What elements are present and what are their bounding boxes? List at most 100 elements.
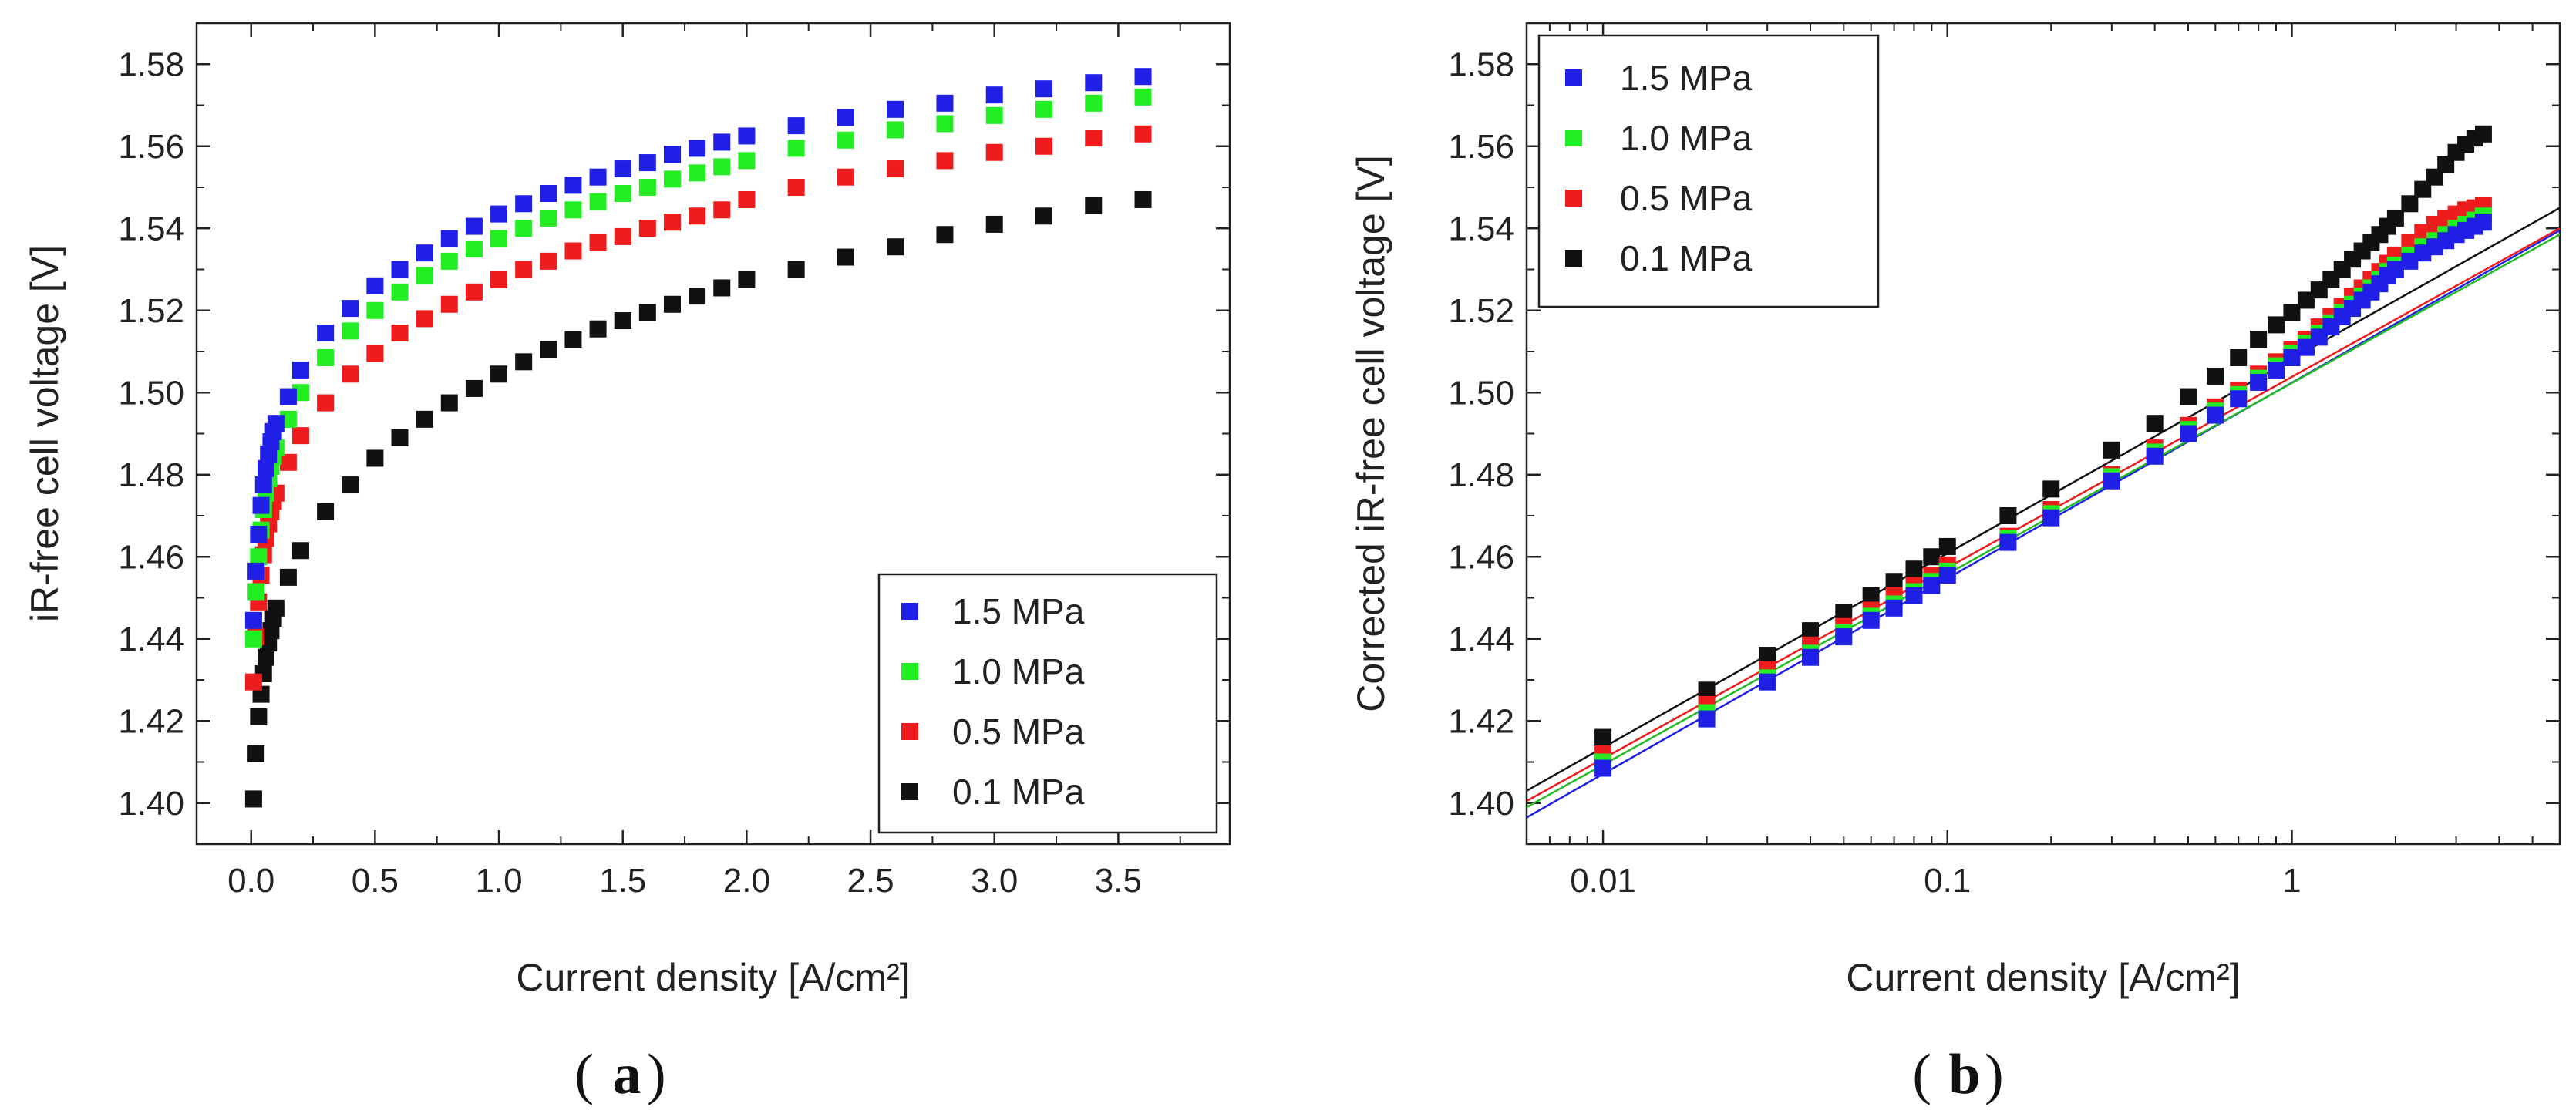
y-tick-label: 1.50 [118,374,184,412]
caption-paren-open: ( [1912,1043,1931,1106]
y-tick-label: 1.40 [1448,785,1514,823]
y-tick-label: 1.56 [1448,128,1514,166]
data-point [250,548,268,566]
data-point [391,283,409,301]
data-point [614,227,631,245]
data-point [490,271,508,288]
data-point [738,271,756,288]
data-point [465,240,483,257]
data-point [738,190,756,208]
legend-label: 0.5 MPa [1620,178,1753,218]
data-point [936,226,954,244]
data-point [317,325,335,342]
data-point [638,179,656,196]
x-tick-label: 1.5 [599,862,646,900]
data-point [638,304,656,321]
data-point [1862,611,1880,629]
data-point [1035,137,1052,155]
data-point [837,168,854,186]
data-point [2297,291,2315,309]
data-point [2401,252,2419,270]
caption-paren-close: ) [647,1043,666,1106]
data-point [1134,68,1152,86]
data-point [1938,567,1956,584]
data-point [614,184,631,202]
data-point [985,106,1003,124]
x-tick-label: 0.01 [1570,862,1636,900]
data-point [1802,622,1820,640]
data-point [738,152,756,170]
data-point [589,320,607,338]
data-point [1759,673,1776,691]
data-point [1085,130,1103,147]
data-point [279,568,297,586]
data-point [342,365,359,383]
y-tick-label: 1.54 [1448,210,1514,247]
data-point [490,205,508,223]
data-point [564,331,582,348]
data-point [267,599,285,617]
data-point [1134,125,1152,143]
data-point [1698,681,1716,699]
data-point [738,127,756,145]
series-1-0-mpa [244,88,1152,648]
data-point [1085,74,1103,92]
legend-label: 0.1 MPa [1620,238,1753,278]
legend-label: 1.0 MPa [952,651,1085,691]
data-point [2207,406,2224,424]
data-point [279,453,297,471]
data-point [317,503,335,520]
data-point [342,300,359,318]
data-point [317,348,335,366]
data-point [713,133,731,151]
y-tick-label: 1.44 [118,621,184,658]
legend-marker [901,603,918,620]
series-0-1-mpa [1594,125,2492,746]
x-tick-label: 2.0 [723,862,770,900]
series-1-5-mpa [244,68,1152,629]
data-point [540,252,557,270]
y-tick-label: 1.58 [1448,45,1514,83]
data-point [2267,316,2285,334]
plot-area [244,68,1152,808]
data-point [2283,348,2301,366]
data-point [416,410,433,428]
data-point [515,261,533,278]
data-point [2250,331,2268,348]
data-point [936,152,954,170]
data-point [2207,367,2224,385]
data-point [244,630,262,648]
data-point [1885,599,1903,617]
data-point [540,341,557,358]
data-point [416,267,433,284]
data-point [2250,373,2268,391]
data-point [2386,209,2404,227]
data-point [515,353,533,371]
data-point [614,160,631,178]
legend-label: 1.5 MPa [1620,58,1753,98]
legend-label: 1.0 MPa [1620,118,1753,158]
data-point [247,583,265,601]
y-tick-label: 1.52 [118,292,184,330]
data-point [540,209,557,227]
data-point [787,179,805,196]
y-tick-label: 1.56 [118,128,184,166]
data-point [1698,710,1716,728]
data-point [713,201,731,219]
data-point [589,234,607,251]
data-point [257,648,274,666]
legend-marker [1565,69,1582,86]
data-point [291,361,309,379]
data-point [1134,88,1152,106]
data-point [291,427,309,445]
data-point [713,158,731,176]
data-point [985,143,1003,161]
data-point [1923,548,1941,566]
data-point [663,146,681,163]
data-point [2103,472,2120,490]
panel-b-chart: 1.40 1.42 1.44 1.46 1.48 1.50 1.52 1.54 1.56 1.58… [1349,22,2561,1106]
legend-marker [901,663,918,680]
data-point [416,310,433,328]
x-tick-label: 3.5 [1095,862,1142,900]
data-point [2230,390,2248,408]
